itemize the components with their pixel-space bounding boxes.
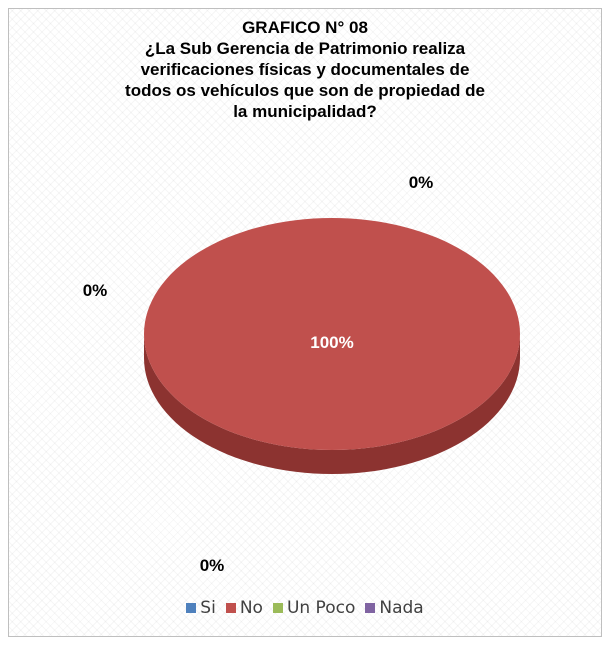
- chart-title-line-2: ¿La Sub Gerencia de Patrimonio realiza: [144, 39, 466, 58]
- data-labels: 0% 100% 0% 0%: [83, 173, 434, 575]
- legend-swatch: [186, 603, 197, 613]
- chart-title-line-3: verificaciones físicas y documentales de: [140, 60, 470, 79]
- legend-label: No: [239, 598, 263, 618]
- data-label-no: 100%: [310, 333, 353, 352]
- legend-label: Un Poco: [286, 598, 356, 618]
- chart-title-line-5: la municipalidad?: [233, 102, 377, 121]
- data-label-nada: 0%: [200, 556, 225, 575]
- chart-title-line-4: todos os vehículos que son de propiedad …: [125, 81, 485, 100]
- legend-item-un-poco: Un Poco: [272, 598, 356, 618]
- legend-label: Nada: [379, 598, 424, 618]
- data-label-un-poco: 0%: [83, 281, 108, 300]
- pie-slice-no-side: [144, 334, 520, 474]
- chart-title-line-1: GRAFICO N° 08: [242, 18, 368, 37]
- legend-label: Si: [200, 598, 216, 618]
- pie-group: [144, 218, 520, 474]
- chart-title: GRAFICO N° 08 ¿La Sub Gerencia de Patrim…: [9, 17, 601, 122]
- chart-legend: Si No Un Poco Nada: [9, 598, 601, 618]
- legend-item-si: Si: [186, 598, 216, 618]
- legend-item-no: No: [225, 598, 263, 618]
- data-label-si: 0%: [409, 173, 434, 192]
- legend-swatch: [225, 603, 236, 613]
- legend-item-nada: Nada: [365, 598, 424, 618]
- pie-slice-no: [144, 218, 520, 450]
- legend-swatch: [272, 603, 283, 613]
- pie-chart: 0% 100% 0% 0%: [83, 173, 520, 575]
- legend-swatch: [365, 603, 376, 613]
- chart-frame: GRAFICO N° 08 ¿La Sub Gerencia de Patrim…: [8, 8, 602, 637]
